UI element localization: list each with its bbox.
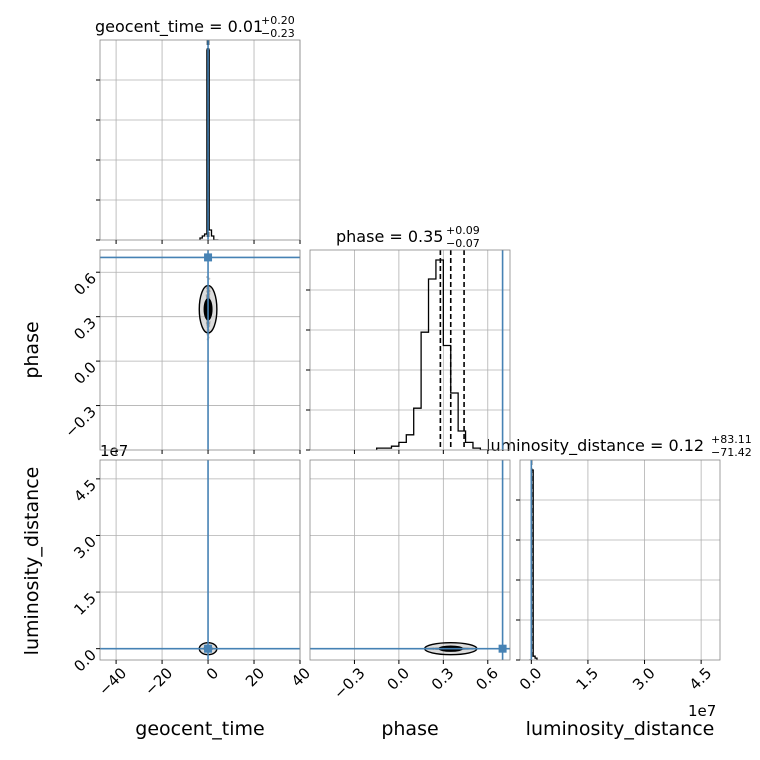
histogram-phase [376, 259, 496, 450]
xlabel-phase: phase [381, 718, 438, 740]
title-geocent-time: geocent_time = 0.01 [95, 17, 263, 37]
tick-label-y-phase: 0.6 [70, 269, 100, 299]
samples [310, 460, 510, 660]
ylabel-phase: phase [21, 321, 43, 378]
panel-frame [99, 459, 301, 661]
tick-label-x-luminosity_distance: 0.0 [516, 664, 546, 694]
panel-2d-geocent_time-phase [96, 249, 301, 454]
title-phase-sub: −0.07 [446, 237, 480, 250]
tick-label-y-phase: 0.3 [70, 314, 100, 344]
truth-marker [204, 644, 213, 653]
tick-label-x-luminosity_distance: 4.5 [686, 664, 716, 694]
panel-2d-phase-luminosity_distance [309, 459, 511, 664]
tick-label-x-phase: −0.3 [330, 664, 368, 702]
offset-label-x: 1e7 [688, 702, 716, 720]
tick-label-x-luminosity_distance: 1.5 [572, 664, 602, 694]
tick-label-y-luminosity_distance: 4.5 [70, 476, 100, 506]
tick-label-y-luminosity_distance: 0.0 [70, 646, 100, 676]
tick-label-x-phase: 0.0 [383, 664, 413, 694]
tick-label-y-luminosity_distance: 1.5 [70, 589, 100, 619]
panel-hist-phase [306, 249, 511, 454]
xlabel-luminosity-distance: luminosity_distance [526, 718, 715, 740]
tick-label-x-geocent_time: −20 [141, 664, 176, 699]
panel-frame [99, 249, 301, 451]
title-phase-sup: +0.09 [446, 224, 480, 237]
truth-marker [204, 253, 213, 262]
samples [100, 460, 300, 660]
panel-hist-luminosity_distance [516, 459, 721, 664]
title-luminosity-distance-sub: −71.42 [711, 446, 752, 459]
tick-label-x-phase: 0.6 [472, 664, 502, 694]
offset-label-y: 1e7 [100, 442, 128, 460]
xlabel-geocent-time: geocent_time [135, 718, 264, 740]
panel-hist-geocent_time [96, 39, 301, 244]
tick-label-x-geocent_time: 40 [288, 664, 314, 690]
panel-frame [99, 39, 301, 241]
panel-2d-geocent_time-luminosity_distance [96, 459, 301, 664]
title-geocent-time-sup: +0.20 [261, 14, 295, 27]
samples [100, 250, 300, 450]
truth-marker [498, 644, 507, 653]
tick-label-y-phase: −0.3 [61, 403, 99, 441]
tick-label-x-geocent_time: −40 [95, 664, 130, 699]
title-luminosity-distance-sup: +83.11 [711, 433, 752, 446]
tick-label-x-geocent_time: 0 [203, 664, 222, 683]
tick-label-x-phase: 0.3 [428, 664, 458, 694]
panel-frame [309, 459, 511, 661]
title-phase: phase = 0.35 [336, 227, 443, 246]
panel-frame [309, 249, 511, 451]
panel-frame [519, 459, 721, 661]
tick-label-x-geocent_time: 20 [242, 664, 268, 690]
title-luminosity-distance: luminosity_distance = 0.12 [486, 436, 704, 456]
title-geocent-time-sub: −0.23 [261, 27, 295, 40]
ylabel-luminosity-distance: luminosity_distance [21, 467, 43, 656]
tick-label-y-luminosity_distance: 3.0 [70, 533, 100, 563]
tick-label-y-phase: 0.0 [70, 358, 100, 388]
tick-label-x-luminosity_distance: 3.0 [629, 664, 659, 694]
